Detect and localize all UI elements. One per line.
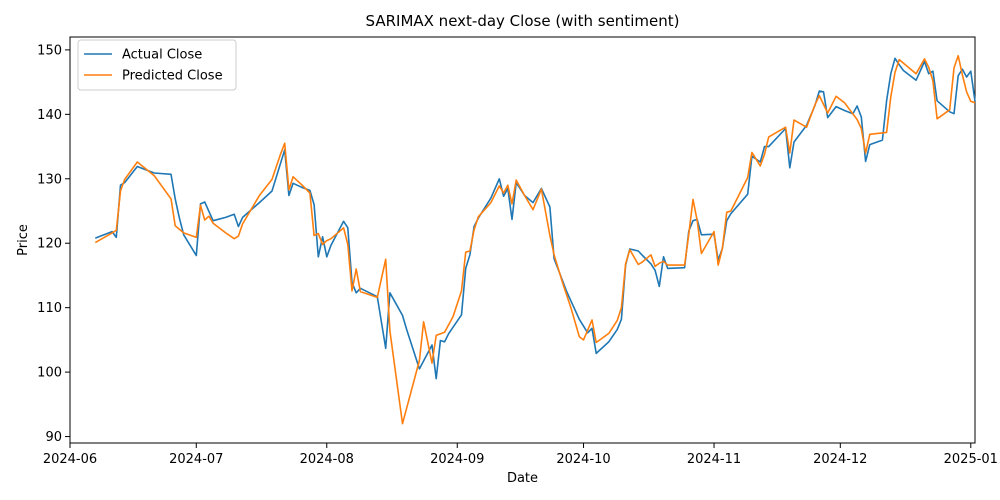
legend: Actual Close Predicted Close xyxy=(77,39,237,91)
y-tick-label: 120 xyxy=(37,237,62,252)
y-tick-label: 90 xyxy=(45,430,62,445)
chart-title: SARIMAX next-day Close (with sentiment) xyxy=(366,12,680,30)
x-tick-label: 2024-10 xyxy=(556,452,610,467)
y-tick-label: 150 xyxy=(37,43,62,58)
x-axis: 2024-06 2024-07 2024-08 2024-09 2024-10 2024-… xyxy=(43,443,998,467)
legend-label: Predicted Close xyxy=(122,69,223,84)
plot-area: 2024-06 2024-07 2024-08 2024-09 2024-10 2024-… xyxy=(37,36,998,467)
legend-label: Actual Close xyxy=(122,48,202,63)
y-axis: 90 100 110 120 130 140 150 xyxy=(37,43,70,445)
y-axis-title: Price xyxy=(16,224,31,256)
x-tick-label: 2024-06 xyxy=(43,452,97,467)
y-tick-label: 100 xyxy=(37,366,62,381)
y-tick-label: 140 xyxy=(37,108,62,123)
legend-box xyxy=(77,39,237,91)
y-tick-label: 110 xyxy=(37,301,62,316)
series-line-predicted-close xyxy=(94,54,976,425)
series-layer xyxy=(94,54,976,425)
plot-frame xyxy=(69,36,976,444)
y-tick-label: 130 xyxy=(37,172,62,187)
x-tick-label: 2024-12 xyxy=(813,452,867,467)
x-tick-label: 2024-09 xyxy=(430,452,484,467)
x-tick-label: 2025-01 xyxy=(944,452,998,467)
x-axis-title: Date xyxy=(507,471,538,486)
x-tick-label: 2024-08 xyxy=(300,452,354,467)
x-tick-label: 2024-07 xyxy=(169,452,223,467)
x-tick-label: 2024-11 xyxy=(687,452,741,467)
